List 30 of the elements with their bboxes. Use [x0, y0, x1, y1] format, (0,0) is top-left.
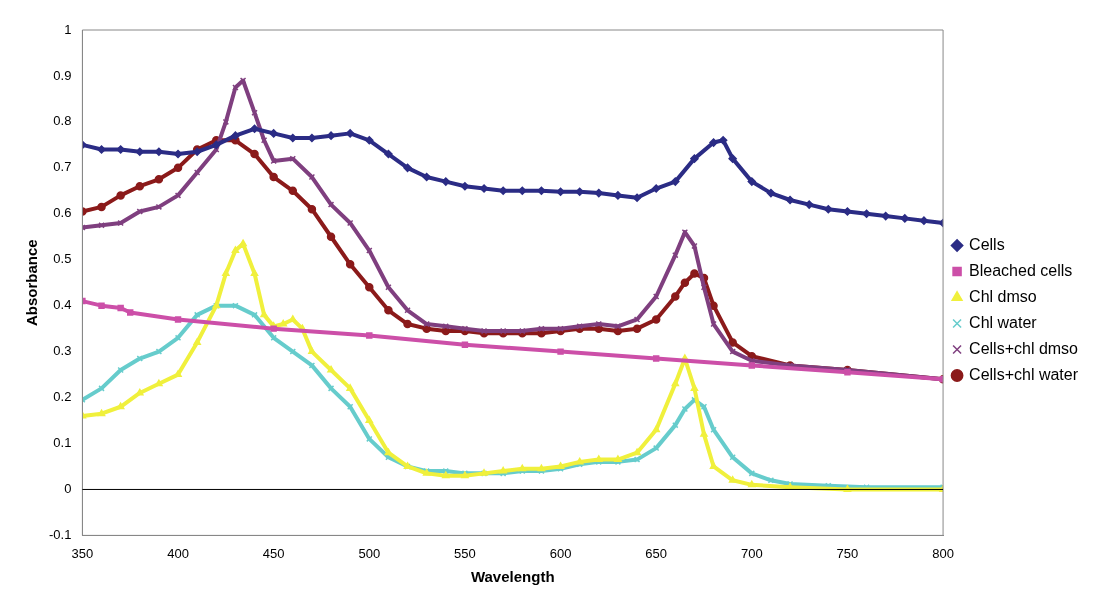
legend-label: Chl water [969, 313, 1038, 331]
y-tick-label: 0.5 [53, 251, 72, 267]
y-tick-label: 1 [64, 21, 72, 37]
x-tick-label: 600 [549, 545, 572, 561]
y-tick-label: 0.2 [53, 389, 72, 405]
x-tick-label: 550 [454, 545, 476, 561]
x-axis-title: Wavelength [470, 568, 555, 586]
legend-label: Cells+chl water [969, 365, 1079, 383]
y-tick-label: 0.8 [53, 113, 72, 129]
y-tick-label: 0.3 [53, 343, 72, 359]
x-tick-label: 350 [71, 545, 94, 561]
y-tick-label: 0.1 [53, 435, 72, 451]
legend-label: Chl dmso [969, 287, 1037, 305]
x-tick-label: 700 [740, 545, 763, 561]
x-tick-label: 450 [262, 545, 285, 561]
y-tick-label: 0.6 [53, 205, 72, 221]
x-tick-label: 750 [836, 545, 859, 561]
y-tick-label: -0.1 [48, 526, 72, 542]
x-tick-label: 800 [932, 545, 954, 561]
y-tick-label: 0.7 [53, 159, 72, 175]
y-axis-title: Absorbance [23, 239, 41, 327]
legend-label: Bleached cells [969, 261, 1073, 279]
legend-label: Cells [969, 235, 1005, 253]
x-tick-label: 500 [358, 545, 381, 561]
legend-label: Cells+chl dmso [969, 339, 1079, 357]
y-tick-label: 0.9 [53, 67, 72, 83]
y-tick-label: 0 [64, 481, 72, 497]
x-tick-label: 650 [645, 545, 668, 561]
y-tick-label: 0.4 [53, 297, 72, 313]
x-tick-label: 400 [167, 545, 189, 561]
